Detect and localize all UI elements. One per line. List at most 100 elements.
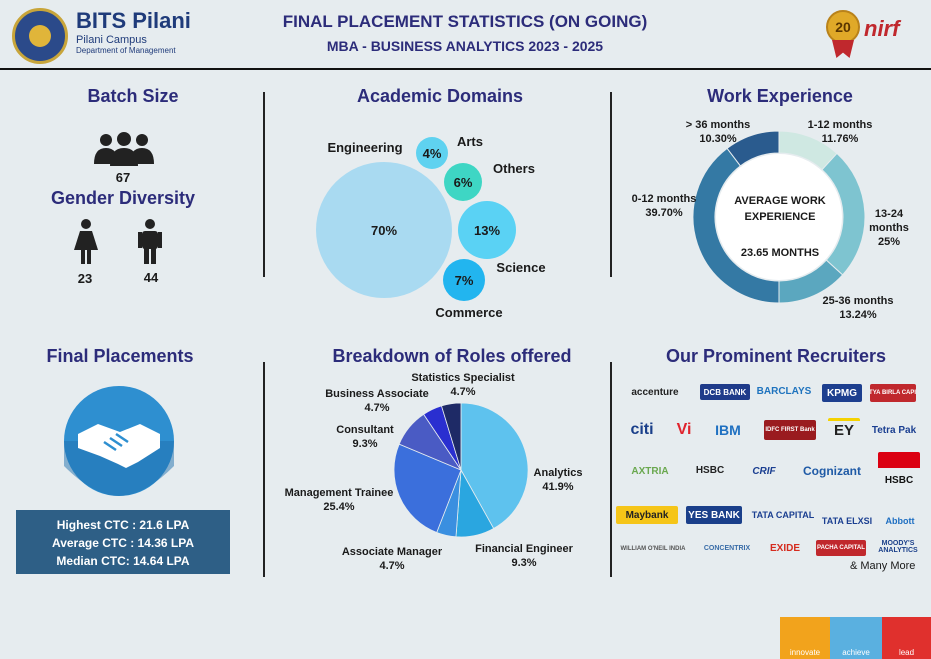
logo-citi: citi [630,421,654,438]
label-commerce: Commerce [435,305,503,320]
bubble-commerce: 7% [443,259,485,301]
logo-moodys: MOODY'S ANALYTICS [878,540,918,554]
work-center-line1: AVERAGE WORK [734,195,826,207]
title-line1: FINAL PLACEMENT STATISTICS (ON GOING) [282,12,648,31]
role-label-consultant: Consultant 9.3% [330,423,400,451]
logo-tata-elxsi: TATA ELXSI [821,516,873,526]
header: BITS Pilani Pilani Campus Department of … [0,0,931,70]
bubble-value: 4% [422,145,442,161]
role-label-management-trainee: Management Trainee 25.4% [278,486,400,514]
divider [263,92,265,277]
highest-ctc: Highest CTC : 21.6 LPA [56,518,190,532]
logo-dcb-bank: DCB BANK [700,384,750,400]
male-icon [138,219,162,264]
segment-label: 0-12 months [631,193,697,205]
bits-logo-seal [12,8,68,64]
bubble-value: 7% [454,272,474,288]
donut-center [716,154,842,280]
logo-crif: CRIF [752,465,776,477]
roles-title: Breakdown of Roles offered [332,346,572,366]
segment-value: 11.76% [821,133,859,145]
segment-label: > 36 months [685,119,751,131]
label-others: Others [493,161,535,176]
brand-name: BITS Pilani [76,8,191,33]
slice-value: 9.3% [511,557,537,569]
donut-segment-4 [726,130,780,167]
slice-label: Analytics [533,467,583,479]
bubble-arts: 4% [416,137,448,169]
slice-label: Management Trainee [284,487,394,499]
slice-label: Business Associate [325,388,429,400]
brand-dept: Department of Management [76,46,176,55]
footer-innovate: innovate [780,617,830,659]
gender-diversity-title: Gender Diversity [50,188,196,208]
medal-icon: 20 [826,10,860,44]
pie-slice-3 [393,443,462,533]
slice-value: 4.7% [450,386,476,398]
female-count: 23 [77,271,93,286]
logo-aditya-birla: ADITYA BIRLA CAPITAL [870,384,916,402]
segment-value: 25% [877,236,901,248]
role-label-analytics: Analytics 41.9% [526,466,590,494]
logo-exide: EXIDE [769,542,800,554]
logo-axtria: AXTRIA [631,465,669,477]
bubble-others: 6% [444,163,482,201]
slice-value: 9.3% [352,438,378,450]
work-experience-donut [692,130,866,304]
logo-maybank: Maybank [616,506,678,524]
segment-value: 10.30% [699,133,737,145]
footer-lead: lead [882,617,931,659]
batch-count: 67 [115,170,131,185]
slice-label: Associate Manager [341,546,443,558]
logo-barclays: BARCLAYS [756,385,812,397]
bubble-value: 70% [370,222,398,238]
logo-ey: EY [828,418,860,440]
slice-value: 4.7% [379,560,405,572]
footer-achieve: achieve [830,617,882,659]
brand: BITS Pilani Pilani Campus Department of … [76,8,191,55]
handshake-icon [64,386,174,496]
segment-label: 1-12 months [807,119,873,131]
segment-label: 25-36 months [822,295,894,307]
divider [610,362,612,577]
slice-value: 41.9% [542,481,574,493]
logo-kpmg: KPMG [822,384,862,402]
page-title: FINAL PLACEMENT STATISTICS (ON GOING) MB… [230,12,700,54]
logo-abbott: Abbott [885,516,915,526]
slice-label: Financial Engineer [475,543,573,555]
logo-pacha-capital: PACHA CAPITAL [816,540,866,556]
median-ctc: Median CTC: 14.64 LPA [56,554,190,568]
label-arts: Arts [456,134,483,149]
logo-ibm: IBM [715,422,741,438]
logo-hsbc-small: HSBC [695,464,725,476]
logo-tetra-pak: Tetra Pak [871,424,917,436]
logo-cognizant: Cognizant [803,464,861,478]
roles-pie-chart [393,402,529,538]
work-center-line2: EXPERIENCE [744,211,816,223]
bubble-value: 6% [453,174,473,190]
logo-yes-bank: YES BANK [686,506,742,524]
ribbon-icon [832,40,854,58]
segment-value: 13.24% [839,309,877,321]
role-label-business-associate: Business Associate 4.7% [322,387,432,415]
role-label-statistics-specialist: Statistics Specialist 4.7% [402,371,524,399]
bubble-science: 13% [458,201,516,259]
academic-domains-title: Academic Domains [356,86,524,106]
title-line2: MBA - BUSINESS ANALYTICS 2023 - 2025 [326,38,604,54]
work-label-25-36: 25-36 months 13.24% [814,294,902,322]
logo-concentrix: CONCENTRIX [703,544,751,552]
slice-label: Statistics Specialist [411,372,515,384]
recruiters-title: Our Prominent Recruiters [665,346,887,366]
bubble-value: 13% [473,222,501,238]
many-more-text: & Many More [850,560,916,572]
ctc-box: Highest CTC : 21.6 LPA Average CTC : 14.… [16,510,230,574]
pie-slice-0 [460,402,529,530]
logo-tata-capital: TATA CAPITAL [751,510,815,520]
work-label-1-12: 1-12 months 11.76% [800,118,880,146]
role-label-associate-manager: Associate Manager 4.7% [338,545,446,573]
female-icon [74,219,98,264]
final-placements-title: Final Placements [46,346,194,366]
logo-william-oneil: WILLIAM O'NEIL INDIA [620,546,686,552]
work-experience-title: Work Experience [707,86,853,106]
segment-value: 39.70% [645,207,683,219]
